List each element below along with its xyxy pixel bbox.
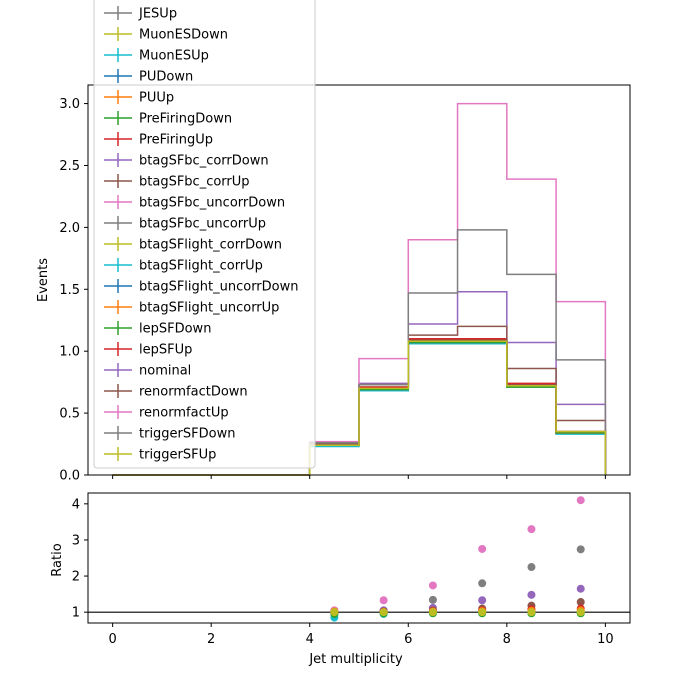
ratio-x-tick-label: 2 [207, 632, 215, 647]
legend: JESUp MuonESDown MuonESUp PUDown PUUp PreFiri… [93, 0, 316, 469]
ratio-y-tick-label: 4 [72, 497, 80, 512]
legend-label: btagSFbc_corrDown [139, 154, 269, 169]
legend-item-JESUp: JESUp [104, 6, 177, 22]
ratio-point-triggerSFUp [478, 608, 487, 617]
ratio-y-tick-label: 3 [72, 533, 80, 548]
ratio-x-tick-label: 8 [503, 632, 511, 647]
ratio-point-renormfactUp [379, 596, 388, 605]
ratio-point-triggerSFUp [576, 608, 585, 617]
legend-label: btagSFbc_uncorrUp [139, 217, 266, 232]
events-y-tick-label: 2.0 [59, 221, 80, 236]
legend-label: btagSFbc_uncorrDown [139, 196, 285, 211]
legend-item-PUDown: PUDown [104, 69, 193, 85]
ratio-y-axis-label: Ratio [50, 543, 65, 576]
ratio-point-nominal [576, 584, 585, 593]
ratio-x-tick-label: 0 [108, 632, 116, 647]
events-y-tick-label: 0.5 [59, 407, 80, 422]
legend-label: MuonESUp [139, 49, 209, 64]
legend-item-nominal: nominal [104, 363, 191, 379]
legend-label: btagSFlight_uncorrDown [139, 280, 299, 295]
legend-item-renormfactUp: renormfactUp [104, 405, 229, 421]
legend-label: triggerSFDown [139, 427, 235, 442]
ratio-x-tick-label: 10 [597, 632, 614, 647]
legend-label: JESUp [138, 7, 177, 22]
legend-item-triggerSFDown: triggerSFDown [104, 426, 235, 442]
legend-label: PUDown [139, 70, 193, 85]
legend-label: PreFiringDown [139, 112, 232, 127]
legend-label: triggerSFUp [139, 448, 216, 463]
legend-item-lepSFUp: lepSFUp [104, 342, 192, 358]
legend-label: renormfactDown [139, 385, 248, 400]
ratio-point-triggerSFUp [428, 608, 437, 617]
legend-item-btagSFlight_uncorrDown: btagSFlight_uncorrDown [104, 279, 299, 295]
x-axis-label: Jet multiplicity [308, 652, 403, 667]
legend-item-btagSFbc_corrUp: btagSFbc_corrUp [104, 174, 250, 190]
legend-label: MuonESDown [139, 28, 228, 43]
legend-label: renormfactUp [139, 406, 229, 421]
ratio-point-nominal [527, 590, 536, 599]
events-panel: 0.0 0.5 1.0 1.5 2.0 2.5 3.0 Events [36, 84, 631, 484]
ratio-point-triggerSFDown [527, 563, 536, 572]
legend-label: btagSFbc_corrUp [139, 175, 250, 190]
events-y-tick-label: 1.0 [59, 345, 80, 360]
ratio-x-tick-label: 6 [404, 632, 412, 647]
ratio-panel: 1 2 3 4 0 2 4 6 8 10 Ratio Jet multiplicity [50, 492, 631, 667]
legend-item-btagSFlight_corrUp: btagSFlight_corrUp [104, 258, 263, 274]
legend-item-btagSFlight_corrDown: btagSFlight_corrDown [104, 237, 282, 253]
events-axes-frame [87, 84, 631, 476]
ratio-point-triggerSFDown [478, 579, 487, 588]
ratio-x-ticks: 0 2 4 6 8 10 [108, 623, 614, 647]
ratio-y-tick-label: 2 [72, 570, 80, 585]
legend-label: nominal [139, 364, 191, 379]
ratio-points-group [330, 496, 585, 622]
events-y-tick-label: 2.5 [59, 159, 80, 174]
events-y-tick-label: 0.0 [59, 469, 80, 484]
legend-label: btagSFlight_corrDown [139, 238, 282, 253]
ratio-point-triggerSFUp [527, 608, 536, 617]
legend-item-PreFiringDown: PreFiringDown [104, 111, 232, 127]
ratio-point-renormfactUp [576, 496, 585, 505]
ratio-point-triggerSFUp [330, 608, 339, 617]
ratio-point-triggerSFDown [576, 545, 585, 554]
legend-label: lepSFDown [139, 322, 211, 337]
legend-label: PreFiringUp [139, 133, 213, 148]
ratio-point-renormfactUp [478, 544, 487, 553]
legend-label: lepSFUp [139, 343, 192, 358]
legend-item-PreFiringUp: PreFiringUp [104, 132, 213, 148]
events-x-ticks [112, 475, 606, 479]
legend-label: btagSFlight_corrUp [139, 259, 263, 274]
events-y-ticks: 0.0 0.5 1.0 1.5 2.0 2.5 3.0 [59, 97, 88, 484]
ratio-y-ticks: 1 2 3 4 [72, 497, 88, 621]
ratio-point-triggerSFUp [379, 608, 388, 617]
ratio-point-triggerSFDown [428, 595, 437, 604]
ratio-point-renormfactUp [527, 525, 536, 534]
legend-label: btagSFlight_uncorrUp [139, 301, 279, 316]
ratio-point-renormfactDown [576, 598, 585, 607]
ratio-x-tick-label: 4 [306, 632, 314, 647]
legend-label: PUUp [139, 91, 174, 106]
legend-item-btagSFbc_uncorrUp: btagSFbc_uncorrUp [104, 216, 266, 232]
legend-item-PUUp: PUUp [104, 90, 174, 106]
legend-item-triggerSFUp: triggerSFUp [104, 447, 216, 463]
legend-item-MuonESDown: MuonESDown [104, 27, 228, 43]
legend-item-btagSFbc_corrDown: btagSFbc_corrDown [104, 153, 269, 169]
legend-item-btagSFbc_uncorrDown: btagSFbc_uncorrDown [104, 195, 285, 211]
legend-items: JESUp MuonESDown MuonESUp PUDown PUUp PreFiri… [104, 6, 299, 463]
ratio-y-tick-label: 1 [72, 606, 80, 621]
ratio-point-nominal [478, 596, 487, 605]
ratio-axes-frame [87, 492, 631, 624]
legend-item-MuonESUp: MuonESUp [104, 48, 209, 64]
legend-item-renormfactDown: renormfactDown [104, 384, 248, 400]
ratio-point-renormfactUp [428, 581, 437, 590]
legend-item-btagSFlight_uncorrUp: btagSFlight_uncorrUp [104, 300, 279, 316]
legend-frame [93, 0, 316, 469]
events-y-axis-label: Events [36, 258, 51, 302]
legend-item-lepSFDown: lepSFDown [104, 321, 211, 337]
events-y-tick-label: 1.5 [59, 283, 80, 298]
events-y-tick-label: 3.0 [59, 97, 80, 112]
